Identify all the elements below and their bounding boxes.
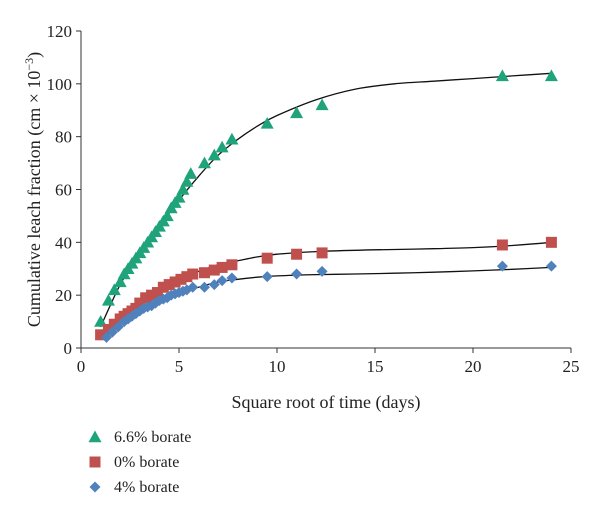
diamond-point <box>291 268 303 280</box>
diamond-point <box>216 275 228 287</box>
square-point <box>198 267 210 279</box>
legend-label: 6.6% borate <box>114 429 191 446</box>
square-point <box>181 271 193 283</box>
triangle-point <box>215 140 229 153</box>
square-point <box>261 252 273 264</box>
legend: 6.6% borate 0% borate 4% borate <box>88 429 191 496</box>
tick-labels: 0 20 40 60 80 100 120 0 5 10 15 20 25 <box>47 22 580 376</box>
y-tick-label: 40 <box>55 233 72 252</box>
square-point <box>95 329 107 341</box>
square-point <box>496 239 508 251</box>
legend-triangle-marker <box>88 430 102 443</box>
square-point <box>175 273 187 285</box>
diamond-point <box>496 260 508 272</box>
triangle-point <box>94 315 108 327</box>
y-tick-label: 60 <box>55 181 72 200</box>
triangle-point <box>176 183 190 195</box>
square-point <box>140 292 152 304</box>
diamond-point <box>545 260 557 272</box>
x-tick-label: 5 <box>175 357 184 376</box>
legend-item-2: 0% borate <box>89 454 179 471</box>
square-point <box>163 279 175 291</box>
diamond-point <box>226 272 238 284</box>
diamond-point <box>316 265 328 277</box>
y-tick-label: 20 <box>55 286 72 305</box>
diamond-point <box>208 279 220 291</box>
square-point <box>151 287 163 299</box>
square-point <box>146 289 158 301</box>
diamond-point <box>261 271 273 283</box>
x-tick-label: 25 <box>563 357 580 376</box>
y-tick-label: 80 <box>55 128 72 147</box>
square-point <box>208 264 220 276</box>
series-3-points <box>100 260 557 343</box>
square-point <box>545 236 557 248</box>
diamond-point <box>100 331 112 343</box>
triangle-point <box>290 106 304 119</box>
legend-diamond-marker <box>89 481 101 493</box>
triangle-point <box>197 156 211 169</box>
square-point <box>316 247 328 259</box>
legend-square-marker <box>89 456 101 468</box>
series-1-points <box>94 69 558 327</box>
square-point <box>108 318 120 330</box>
x-axis-label: Square root of time (days) <box>232 392 421 413</box>
square-point <box>134 297 146 309</box>
square-point <box>102 324 114 336</box>
triangle-point <box>260 116 274 129</box>
legend-item-1: 6.6% borate <box>88 429 191 446</box>
y-axis-label: Cumulative leach fraction (cm × 10−3) <box>22 52 45 327</box>
triangle-point <box>113 275 127 288</box>
x-tick-label: 0 <box>77 357 86 376</box>
triangle-point <box>184 167 198 179</box>
square-point <box>187 268 199 280</box>
triangle-point <box>315 98 329 111</box>
triangle-point <box>107 283 121 296</box>
triangle-point <box>160 209 174 222</box>
square-point <box>216 261 228 273</box>
x-tick-label: 15 <box>367 357 384 376</box>
diamond-point <box>198 281 210 293</box>
square-point <box>226 259 238 271</box>
triangle-point <box>101 293 115 306</box>
series-2-points <box>95 236 557 341</box>
y-tick-label: 100 <box>47 75 73 94</box>
triangle-point <box>172 190 186 203</box>
triangle-point <box>544 69 558 82</box>
triangle-point <box>180 175 194 187</box>
diamond-point <box>106 326 118 338</box>
diamond-point <box>187 281 199 293</box>
data-points <box>94 69 558 343</box>
legend-label: 4% borate <box>114 479 179 496</box>
diamond-point <box>112 321 124 333</box>
triangle-point <box>225 132 239 145</box>
axes <box>76 30 572 353</box>
x-tick-label: 20 <box>465 357 482 376</box>
legend-item-3: 4% borate <box>89 479 179 496</box>
y-tick-label: 120 <box>47 22 73 41</box>
square-point <box>169 276 181 288</box>
x-tick-label: 10 <box>269 357 286 376</box>
y-tick-label: 0 <box>64 339 73 358</box>
square-point <box>291 248 303 260</box>
square-point <box>157 281 169 293</box>
triangle-point <box>495 69 509 82</box>
triangle-point <box>207 148 221 161</box>
legend-label: 0% borate <box>114 454 179 471</box>
